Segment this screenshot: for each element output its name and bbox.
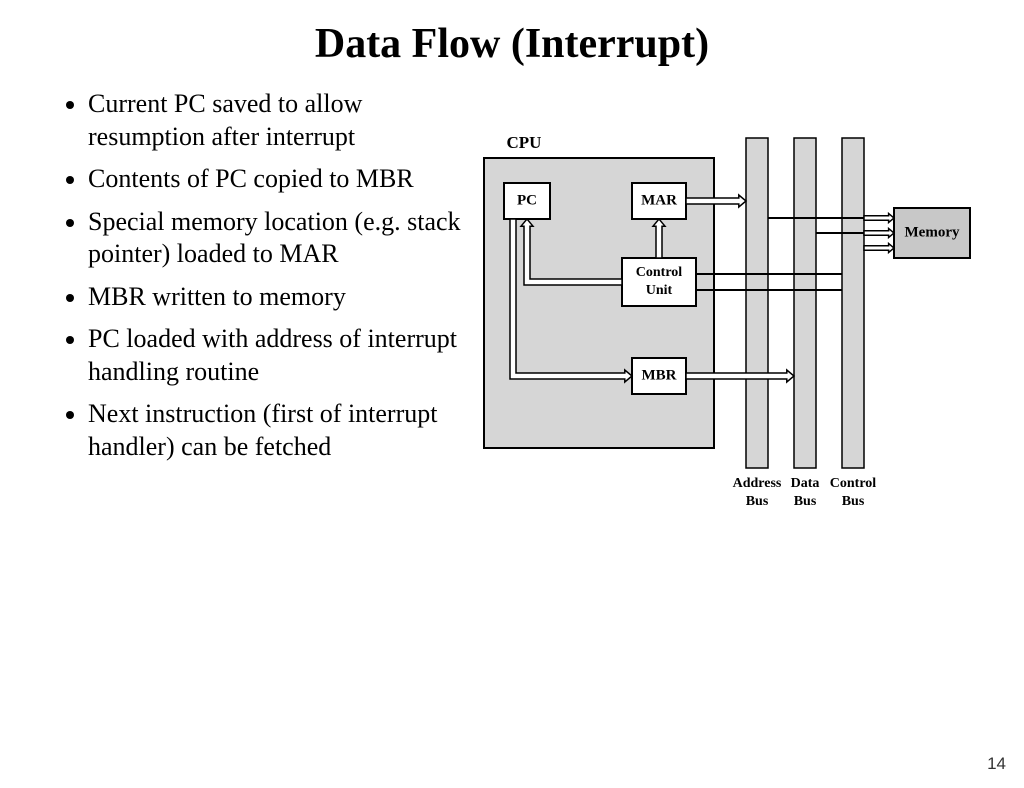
bullet-item: Current PC saved to allow resumption aft… <box>88 88 464 153</box>
svg-text:PC: PC <box>517 192 537 208</box>
svg-text:Bus: Bus <box>746 494 769 509</box>
svg-text:Data: Data <box>791 476 820 491</box>
bullet-item: PC loaded with address of interrupt hand… <box>88 323 464 388</box>
svg-text:Bus: Bus <box>842 494 865 509</box>
svg-text:CPU: CPU <box>507 133 542 152</box>
page-number: 14 <box>987 754 1006 774</box>
bullet-item: Contents of PC copied to MBR <box>88 163 464 196</box>
svg-text:Memory: Memory <box>905 224 960 240</box>
bullet-list: Current PC saved to allow resumption aft… <box>60 88 464 528</box>
bullet-item: MBR written to memory <box>88 281 464 314</box>
svg-text:MBR: MBR <box>642 367 677 383</box>
bullet-item: Next instruction (first of interrupt han… <box>88 398 464 463</box>
svg-text:Control: Control <box>830 476 877 491</box>
svg-text:Address: Address <box>733 476 782 491</box>
bullet-item: Special memory location (e.g. stack poin… <box>88 206 464 271</box>
page-title: Data Flow (Interrupt) <box>0 20 1024 68</box>
svg-text:Control: Control <box>636 265 683 280</box>
svg-text:Bus: Bus <box>794 494 817 509</box>
svg-text:Unit: Unit <box>646 283 673 298</box>
svg-text:MAR: MAR <box>641 192 677 208</box>
cpu-diagram: CPU Address Bus Data Bus Control Bus PC MAR Contr… <box>464 128 984 528</box>
